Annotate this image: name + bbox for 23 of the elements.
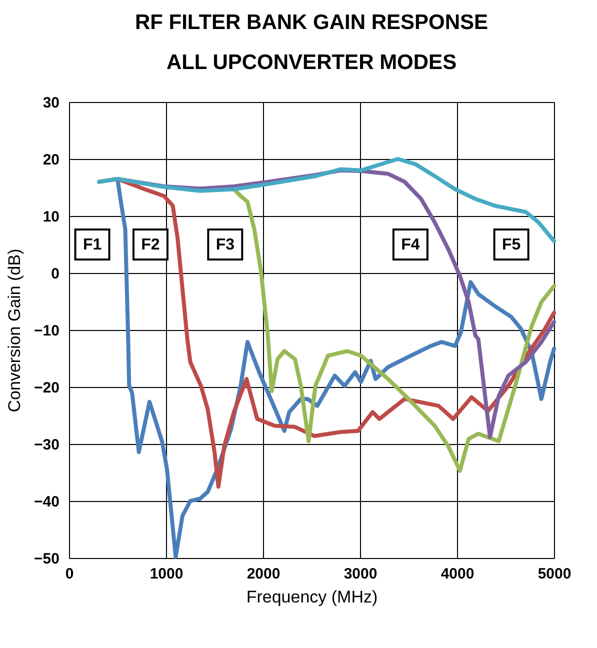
- x-axis-title: Frequency (MHz): [246, 588, 378, 606]
- chart-title: RF FILTER BANK GAIN RESPONSE ALL UPCONVERTER MODES: [134, 11, 488, 74]
- x-tick-label: 2000: [246, 566, 280, 582]
- x-tick-label: 3000: [344, 566, 378, 582]
- y-tick-label: −50: [34, 550, 60, 568]
- x-tick-label: 0: [65, 566, 74, 582]
- y-tick-label: −10: [34, 322, 60, 340]
- y-tick-label: 20: [42, 152, 60, 168]
- annotation: F3: [216, 236, 235, 254]
- y-tick-label: −40: [34, 494, 60, 510]
- x-tick-label: 1000: [150, 566, 184, 582]
- y-tick-label: 10: [42, 208, 60, 226]
- y-tick-label: 30: [42, 94, 60, 112]
- annotation: F2: [141, 236, 160, 254]
- annotation: F5: [502, 236, 521, 254]
- x-tick-label: 4000: [440, 566, 474, 582]
- y-tick-label: −20: [34, 380, 60, 396]
- y-tick-label: −30: [34, 436, 60, 454]
- annotation: F1: [82, 236, 102, 254]
- annotation: F4: [401, 236, 420, 254]
- y-tick-label: 0: [51, 266, 60, 282]
- x-tick-label: 5000: [538, 566, 572, 582]
- y-axis-title: Conversion Gain (dB): [5, 248, 24, 412]
